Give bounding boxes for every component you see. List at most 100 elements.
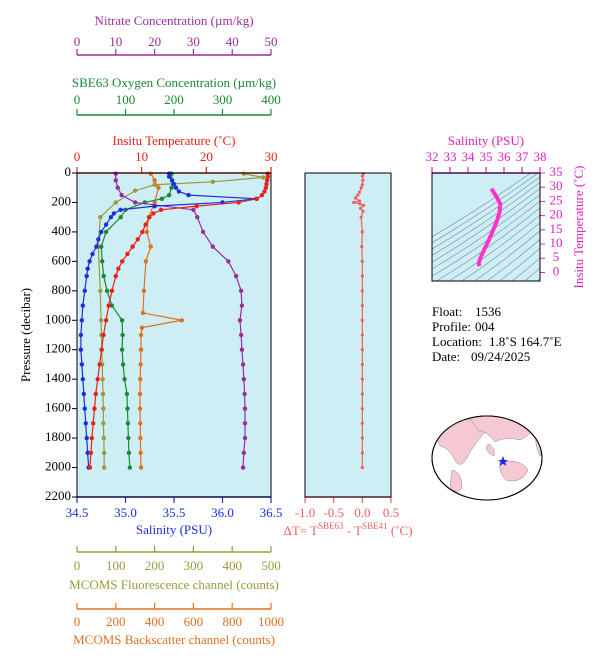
y-tick-label: 1800 xyxy=(45,429,71,444)
data-point xyxy=(166,174,172,179)
world-map xyxy=(431,415,543,501)
data-point xyxy=(239,303,245,308)
x-tick-label: 200 xyxy=(106,614,126,629)
data-point xyxy=(179,318,184,323)
isopycnal xyxy=(432,200,540,277)
info-label: Location: xyxy=(432,334,482,349)
data-point xyxy=(79,362,85,367)
data-point xyxy=(109,303,115,308)
y-tick-label: 1200 xyxy=(45,341,71,356)
y-tick-label: 2200 xyxy=(45,488,71,503)
data-point xyxy=(99,229,104,235)
data-point xyxy=(360,183,364,187)
info-label: Float: xyxy=(432,304,462,319)
x-tick-label: 400 xyxy=(261,92,281,107)
data-point xyxy=(361,178,365,182)
data-point xyxy=(119,347,125,352)
x-tick-label: 32 xyxy=(426,149,439,164)
data-point xyxy=(124,391,130,397)
data-point xyxy=(88,450,94,456)
data-point xyxy=(137,391,143,397)
x-tick-label: -1.0 xyxy=(295,505,316,520)
x-axis-title: MCOMS Fluorescence channel (counts) xyxy=(69,577,279,592)
y-axis-title: Pressure (decibar) xyxy=(18,288,33,382)
data-point xyxy=(352,200,356,205)
x-tick-label: 400 xyxy=(145,614,165,629)
data-point xyxy=(79,318,85,323)
x-tick-label: 800 xyxy=(222,614,242,629)
data-point xyxy=(360,303,364,308)
data-point xyxy=(84,435,89,441)
data-point xyxy=(152,203,157,209)
data-point xyxy=(118,207,123,213)
data-point xyxy=(241,450,247,456)
x-axis-title-part: ΔT= T xyxy=(283,523,318,538)
data-point xyxy=(83,421,88,426)
y-tick-label: 2000 xyxy=(45,459,71,474)
x-tick-label: 0 xyxy=(74,34,81,49)
data-point xyxy=(101,450,107,456)
data-point xyxy=(360,436,364,440)
data-point xyxy=(259,192,265,198)
data-point xyxy=(78,347,84,352)
x-tick-label: -0.5 xyxy=(323,505,344,520)
data-point xyxy=(106,303,111,308)
data-point xyxy=(140,310,146,316)
data-point xyxy=(100,391,106,397)
data-point xyxy=(361,209,365,213)
x-axis-title-part: (˚C) xyxy=(388,523,413,538)
data-point xyxy=(200,229,206,235)
data-point xyxy=(84,273,89,279)
data-point xyxy=(148,171,153,176)
data-point xyxy=(133,188,138,193)
data-point xyxy=(360,274,364,278)
x-axis-title: Nitrate Concentration (µm/kg) xyxy=(94,13,253,28)
x-tick-label: 1000 xyxy=(258,614,284,629)
x-tick-label: 35.0 xyxy=(114,505,137,520)
data-point xyxy=(138,435,143,441)
data-point xyxy=(98,318,104,323)
data-point xyxy=(97,362,102,367)
data-point xyxy=(360,392,364,396)
data-point xyxy=(194,203,199,209)
x-tick-label: 40 xyxy=(226,34,239,49)
data-point xyxy=(360,362,364,367)
float-location-marker xyxy=(498,456,508,466)
data-point xyxy=(262,189,267,194)
data-point xyxy=(241,376,247,382)
data-point xyxy=(138,347,144,352)
data-point xyxy=(238,288,244,294)
x-axis-title-part: SBE63 xyxy=(318,521,344,531)
x-tick-label: 500 xyxy=(261,558,281,573)
x-axis-title: Insitu Temperature (˚C) xyxy=(112,133,235,148)
data-point xyxy=(226,259,231,264)
info-value: 1536 xyxy=(475,304,502,319)
profile-line xyxy=(89,173,269,468)
data-point xyxy=(90,421,96,426)
x-tick-label: 0 xyxy=(74,614,81,629)
x-axis-title: SBE63 Oxygen Concentration (µm/kg) xyxy=(72,75,276,90)
x-axis-title: MCOMS Backscatter channel (counts) xyxy=(73,632,275,647)
data-point xyxy=(360,174,364,178)
data-point xyxy=(138,465,144,470)
data-point xyxy=(100,259,105,264)
x-tick-label: 20 xyxy=(148,34,161,49)
x-axis-title: Salinity (PSU) xyxy=(448,133,524,148)
y-tick-label: 600 xyxy=(52,252,72,267)
data-point xyxy=(171,181,177,187)
data-point xyxy=(101,421,106,426)
plot-frame xyxy=(431,172,541,282)
data-point xyxy=(93,391,98,397)
data-point xyxy=(85,266,90,271)
x-tick-label: 35.5 xyxy=(163,505,186,520)
profile-line xyxy=(139,173,183,468)
data-point xyxy=(143,259,149,264)
x-tick-label: 100 xyxy=(106,558,126,573)
data-point xyxy=(98,288,103,294)
data-point xyxy=(254,196,259,201)
isopycnal xyxy=(432,176,540,250)
x-tick-label: 10 xyxy=(135,149,148,164)
isopycnal xyxy=(435,207,540,281)
y-tick-label: 5 xyxy=(553,249,560,264)
